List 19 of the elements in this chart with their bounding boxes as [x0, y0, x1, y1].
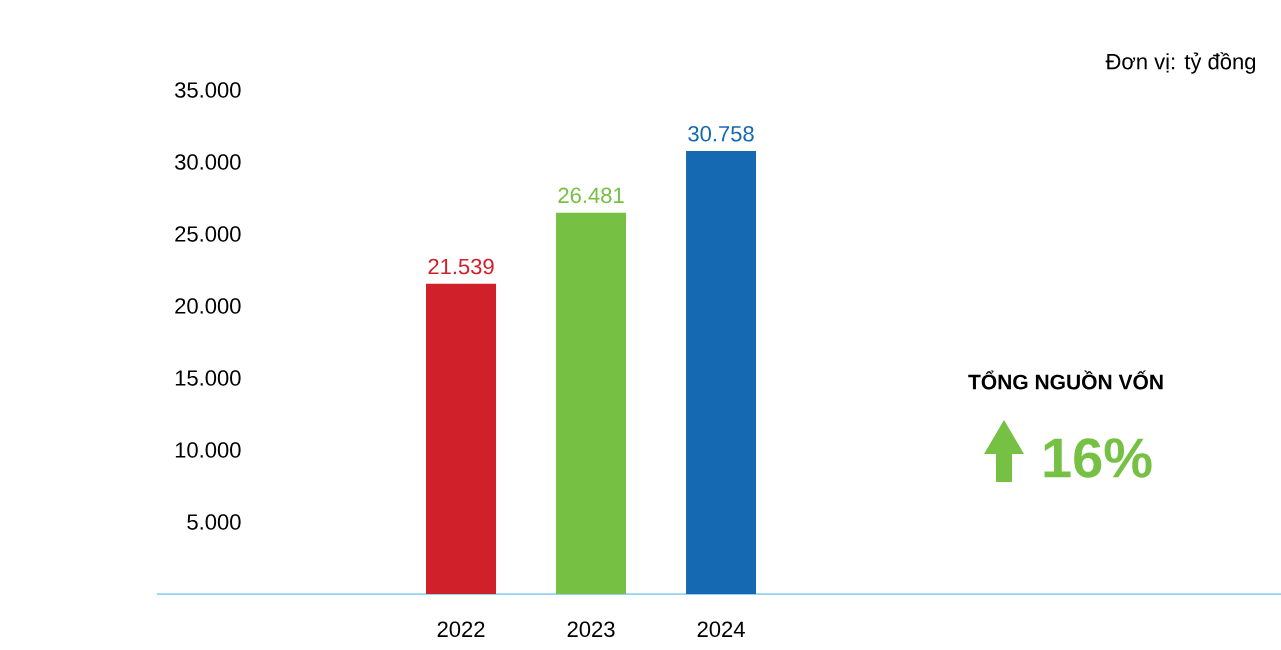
- y-tick-label: 25.000: [175, 226, 241, 242]
- x-tick-label: 2024: [697, 621, 745, 638]
- bar: [556, 212, 627, 594]
- y-tick-label: 10.000: [175, 442, 241, 458]
- text: Đơn vị: tỷ đồng: [1105, 52, 1256, 74]
- data-label: 21.539: [428, 258, 494, 275]
- y-tick-label: 35.000: [175, 82, 241, 98]
- y-tick-label: 5.000: [187, 514, 241, 530]
- bar: [686, 151, 757, 594]
- text: 16%: [1044, 438, 1152, 478]
- bar: [426, 283, 497, 594]
- text: TỔNG NGUỒN VỐN: [968, 370, 1163, 390]
- y-tick-label: 15.000: [175, 370, 241, 386]
- data-label: 30.758: [688, 125, 754, 142]
- x-tick-label: 2023: [567, 621, 615, 638]
- x-tick-label: 2022: [437, 621, 485, 638]
- data-label: 26.481: [558, 187, 624, 204]
- y-tick-label: 20.000: [175, 298, 241, 314]
- y-tick-label: 30.000: [175, 154, 241, 170]
